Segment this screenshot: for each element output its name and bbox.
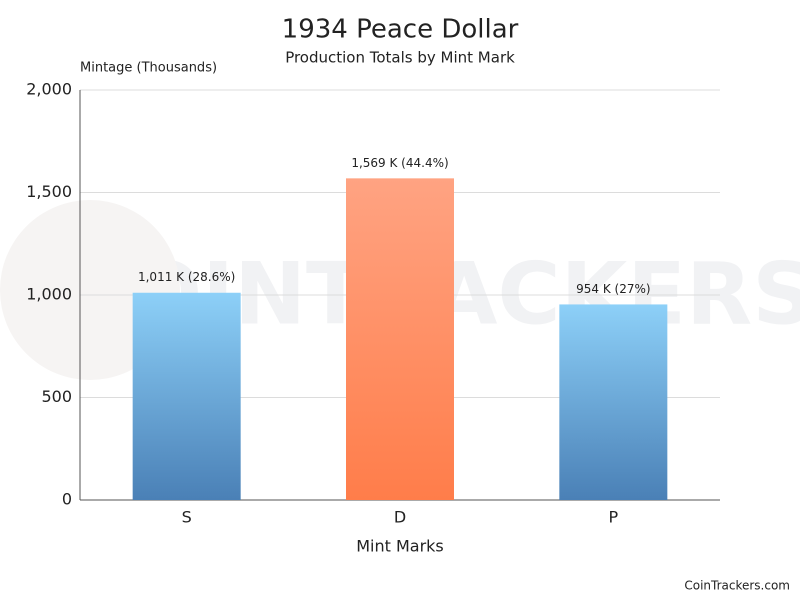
data-label: 954 K (27%) [576,282,650,296]
chart-subtitle: Production Totals by Mint Mark [285,49,515,67]
chart-title: 1934 Peace Dollar [282,15,519,45]
data-label: 1,011 K (28.6%) [138,270,235,284]
y-tick-label: 2,000 [26,80,72,99]
y-tick-label: 0 [62,490,72,509]
bar [133,293,241,500]
x-tick-label: S [182,508,192,527]
y-tick-label: 500 [41,387,72,406]
bar [346,178,454,500]
x-tick-label: D [394,508,406,527]
footer: CoinTrackers.com [684,579,790,593]
data-label: 1,569 K (44.4%) [351,156,448,170]
x-axis-label: Mint Marks [356,537,444,556]
y-tick-label: 1,000 [26,285,72,304]
x-tick-label: P [609,508,619,527]
bar [559,304,667,500]
y-tick-label: 1,500 [26,182,72,201]
y-axis-label: Mintage (Thousands) [80,61,217,76]
